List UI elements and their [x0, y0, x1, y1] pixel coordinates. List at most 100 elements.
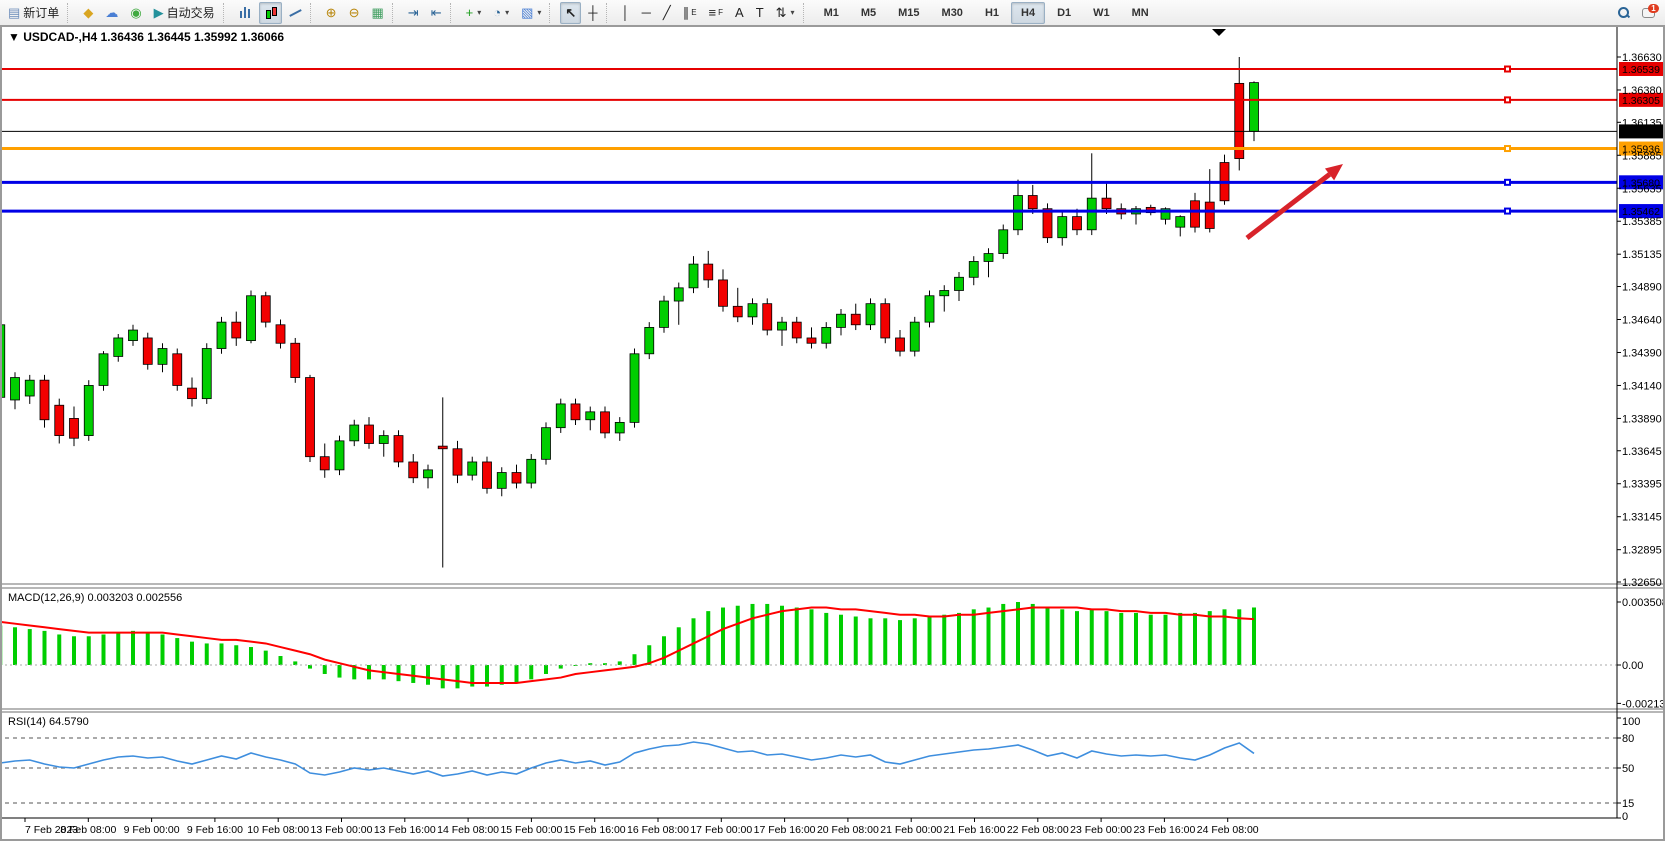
add-indicator-button[interactable]: + ▾ [461, 2, 487, 24]
fibonacci-icon: ≡ [708, 5, 717, 20]
date-tick-label: 20 Feb 08:00 [817, 824, 879, 836]
search-button[interactable] [1612, 2, 1635, 24]
profile-button[interactable]: ☁ [100, 2, 123, 24]
macd-signal-line [0, 606, 1255, 684]
trendline-icon: ╱ [662, 5, 671, 20]
candle-body [1072, 216, 1082, 231]
candle-body [496, 472, 507, 489]
toolbar-separator [391, 2, 400, 23]
new-order-button[interactable]: ▤ 新订单 [3, 2, 64, 24]
zoom-in-icon: ⊕ [325, 5, 337, 20]
signals-button[interactable]: ◉ [125, 2, 146, 24]
macd-histogram-bar [234, 645, 239, 665]
macd-histogram-bar [72, 636, 76, 665]
macd-histogram-bar [986, 607, 991, 665]
horizontal-line-button[interactable]: ─ [637, 2, 656, 24]
candle-body [659, 300, 669, 328]
candle-body [688, 263, 699, 289]
macd-histogram-bar [662, 636, 666, 665]
candle-body [24, 379, 35, 397]
date-tick-label: 9 Feb 16:00 [187, 824, 243, 836]
candle-body [939, 290, 950, 297]
candlestick-chart-button[interactable] [258, 1, 282, 24]
macd-histogram-bar [721, 607, 725, 665]
trend-arrow-shaft[interactable] [1245, 172, 1332, 240]
line-chart-button[interactable] [284, 2, 307, 24]
new-order-icon: ▤ [8, 5, 21, 20]
timeframe-button-d1[interactable]: D1 [1047, 2, 1081, 24]
timeframe-button-m1[interactable]: M1 [814, 2, 849, 24]
periods-icon: ◔ [493, 5, 502, 20]
macd-histogram-bar [706, 611, 711, 665]
auto-trading-button[interactable]: ▶ 自动交易 [149, 2, 220, 24]
text-label-button[interactable]: T [751, 2, 769, 24]
chart-shift-button[interactable]: ⇥ [403, 2, 424, 24]
arrows-tool-button[interactable]: ⇅ ▾ [771, 2, 800, 24]
price-tick-label: 1.33145 [1622, 512, 1662, 524]
price-badge-label: 1.36539 [1622, 64, 1660, 76]
candle-body [718, 279, 728, 307]
macd-histogram-bar [42, 630, 47, 665]
search-icon [1617, 6, 1631, 19]
text-button[interactable]: A [730, 2, 749, 24]
timeframe-button-w1[interactable]: W1 [1083, 2, 1120, 24]
bar-chart-button[interactable] [234, 2, 257, 24]
candle-body [747, 303, 758, 318]
periods-button[interactable]: ◔ ▾ [488, 2, 514, 24]
timeframe-label: D1 [1057, 6, 1072, 19]
date-tick-label: 21 Feb 16:00 [944, 824, 1006, 836]
signals-icon: ◉ [130, 5, 142, 20]
macd-histogram-bar [1119, 612, 1124, 665]
trendline-button[interactable]: ╱ [658, 2, 676, 24]
macd-histogram-bar [617, 661, 622, 665]
trend-arrow-head[interactable] [1324, 164, 1343, 181]
candle-body [791, 321, 802, 339]
candle-body [806, 337, 817, 344]
chart-autoscroll-button[interactable]: ⇤ [426, 2, 447, 24]
date-tick-label: 15 Feb 16:00 [564, 824, 626, 836]
price-badge-label: 1.35680 [1622, 177, 1660, 189]
timeframe-label: M1 [823, 6, 839, 19]
macd-histogram-bar [337, 665, 342, 678]
zoom-out-button[interactable]: ⊖ [344, 2, 365, 24]
timeframe-button-m5[interactable]: M5 [851, 2, 886, 24]
date-tick-label: 7 Feb 2023 [25, 824, 78, 836]
timeframe-button-m15[interactable]: M15 [888, 2, 929, 24]
equidistant-channel-button[interactable]: ∥ E [678, 2, 702, 24]
timeframe-button-h4[interactable]: H4 [1011, 1, 1046, 24]
candle-body [600, 411, 610, 434]
price-badge [1619, 124, 1665, 139]
macd-histogram-bar [263, 650, 268, 665]
price-line-handle-center [1506, 147, 1509, 151]
timeframe-label: H4 [1021, 6, 1036, 19]
chart-canvas[interactable]: 1.36539 1.36305 1.36066 1.35936 1.35680 1.354… [0, 27, 1665, 841]
fibonacci-button[interactable]: ≡ F [704, 2, 728, 24]
crosshair-button[interactable]: ┼ [583, 2, 602, 24]
rsi-line [0, 741, 1255, 777]
chart-shift-icon: ⇥ [407, 5, 419, 20]
templates-button[interactable]: ▧ ▾ [516, 2, 546, 24]
zoom-in-button[interactable]: ⊕ [321, 2, 342, 24]
timeframe-button-h1[interactable]: H1 [975, 2, 1009, 24]
macd-histogram-bar [1030, 603, 1035, 665]
macd-histogram-bar [1193, 612, 1197, 665]
candle-body [1234, 82, 1245, 159]
deposit-button[interactable]: ◆ [78, 2, 98, 24]
vertical-line-button[interactable]: │ [617, 2, 635, 24]
cursor-button[interactable]: ↖ [560, 1, 582, 24]
tile-windows-button[interactable]: ▦ [366, 2, 388, 24]
candle-body [570, 403, 581, 421]
candle-body [954, 276, 964, 291]
price-badge-label: 1.36305 [1622, 95, 1660, 107]
date-tick-label: 23 Feb 16:00 [1133, 824, 1195, 836]
timeframe-button-mn[interactable]: MN [1122, 2, 1159, 24]
candle-body [614, 421, 625, 434]
macd-histogram-bar [1104, 611, 1109, 665]
candle-body [968, 261, 979, 278]
window-right-border [1663, 27, 1665, 841]
notifications-button[interactable]: 1 [1637, 2, 1662, 24]
macd-histogram-bar [160, 634, 165, 665]
toolbar-separator [605, 2, 614, 23]
price-tick-label: 1.34140 [1622, 380, 1662, 392]
timeframe-button-m30[interactable]: M30 [932, 2, 973, 24]
